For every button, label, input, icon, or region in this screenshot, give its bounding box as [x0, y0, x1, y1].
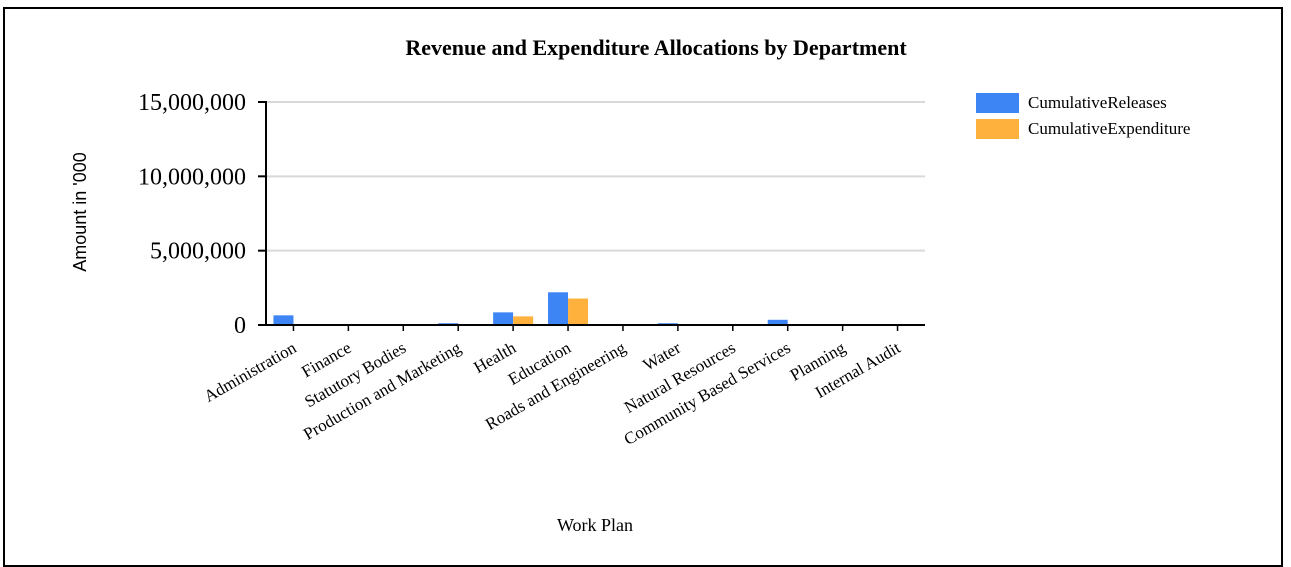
legend-label: CumulativeReleases: [1028, 93, 1167, 112]
bar-expenditure: [568, 299, 588, 325]
legend-label: CumulativeExpenditure: [1028, 119, 1190, 138]
y-tick-label: 15,000,000: [138, 90, 246, 116]
y-axis-label: Amount in '000: [70, 152, 90, 272]
bar-releases: [548, 292, 568, 325]
bars: [273, 292, 917, 325]
legend-swatch: [976, 93, 1019, 113]
y-tick-label: 5,000,000: [150, 239, 246, 265]
legend: CumulativeReleases CumulativeExpenditure: [976, 93, 1190, 139]
gridlines: [266, 102, 925, 251]
bar-releases: [493, 312, 513, 325]
bar-expenditure: [513, 316, 533, 325]
x-axis-label: Work Plan: [557, 515, 633, 535]
legend-swatch: [976, 119, 1019, 139]
bar-chart: Revenue and Expenditure Allocations by D…: [0, 0, 1291, 555]
bar-releases: [273, 315, 293, 325]
y-axis-ticks: 0 5,000,000 10,000,000 15,000,000: [138, 90, 266, 339]
chart-title: Revenue and Expenditure Allocations by D…: [405, 35, 907, 60]
y-tick-label: 0: [234, 313, 246, 339]
y-tick-label: 10,000,000: [138, 164, 246, 190]
x-tick-label: Administration: [201, 338, 300, 406]
